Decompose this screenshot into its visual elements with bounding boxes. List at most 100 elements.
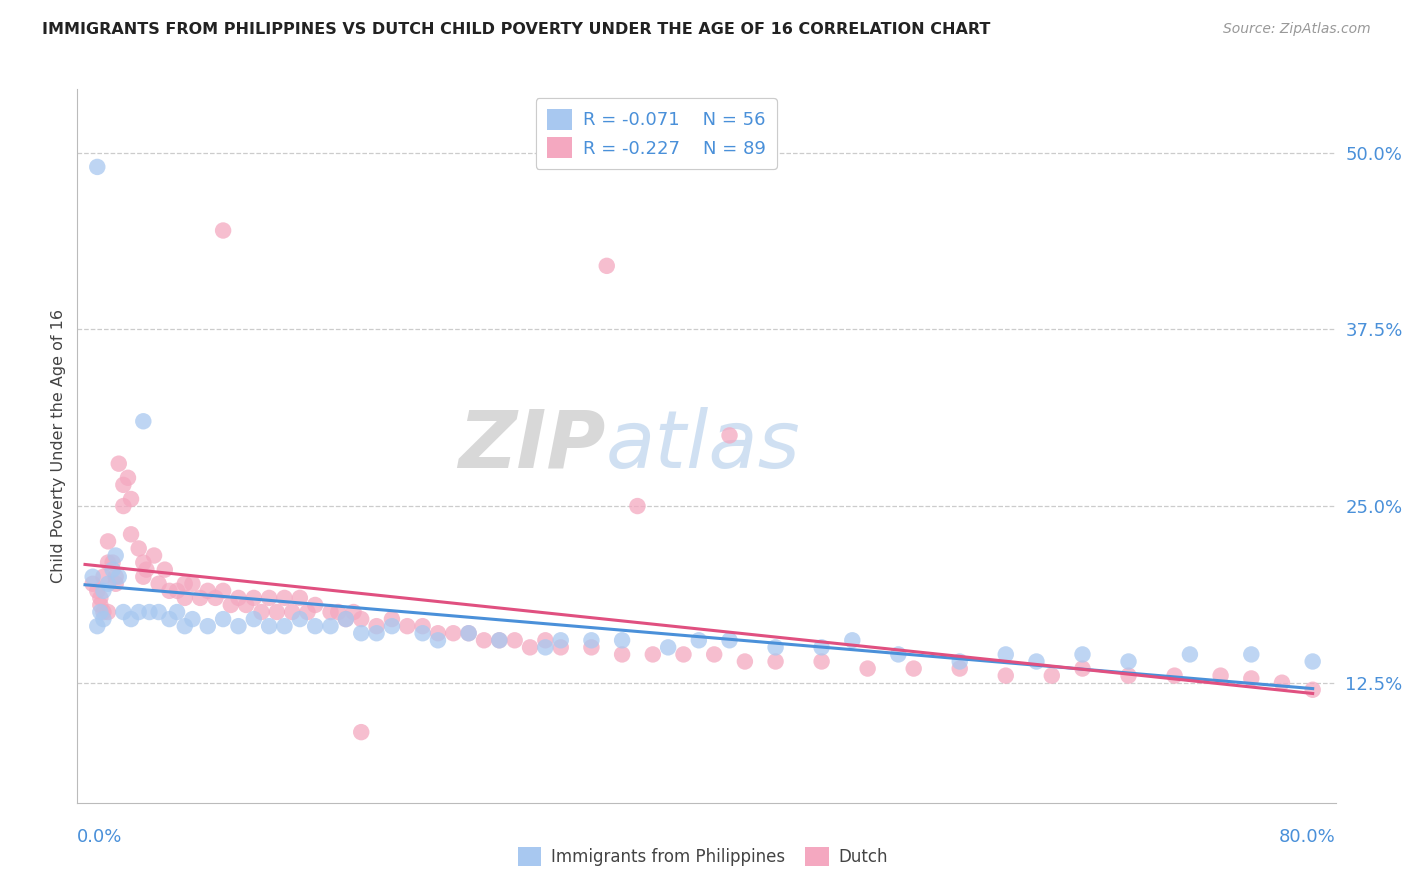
Point: [534, 640, 557, 655]
Point: [82, 570, 104, 584]
Point: [610, 648, 633, 662]
Point: [107, 457, 129, 471]
Text: IMMIGRANTS FROM PHILIPPINES VS DUTCH CHILD POVERTY UNDER THE AGE OF 16 CORRELATI: IMMIGRANTS FROM PHILIPPINES VS DUTCH CHI…: [42, 22, 991, 37]
Point: [93, 605, 115, 619]
Point: [120, 612, 142, 626]
Point: [304, 619, 326, 633]
Point: [219, 598, 242, 612]
Point: [1040, 668, 1063, 682]
Point: [181, 612, 204, 626]
Point: [212, 223, 235, 237]
Point: [89, 591, 111, 605]
Point: [243, 612, 266, 626]
Point: [148, 605, 170, 619]
Point: [426, 626, 449, 640]
Text: ZIP: ZIP: [458, 407, 606, 485]
Point: [104, 570, 127, 584]
Point: [672, 648, 695, 662]
Point: [104, 549, 127, 563]
Point: [89, 605, 111, 619]
Point: [457, 626, 479, 640]
Point: [135, 563, 157, 577]
Point: [841, 633, 863, 648]
Point: [1240, 648, 1263, 662]
Text: atlas: atlas: [606, 407, 800, 485]
Point: [335, 612, 357, 626]
Point: [1118, 668, 1140, 682]
Point: [350, 626, 373, 640]
Point: [472, 633, 495, 648]
Point: [288, 612, 311, 626]
Point: [550, 633, 572, 648]
Point: [488, 633, 510, 648]
Point: [93, 570, 115, 584]
Point: [97, 605, 120, 619]
Point: [138, 605, 160, 619]
Point: [641, 648, 664, 662]
Point: [1025, 655, 1047, 669]
Point: [128, 605, 150, 619]
Point: [257, 591, 280, 605]
Point: [82, 576, 104, 591]
Point: [488, 633, 510, 648]
Point: [350, 612, 373, 626]
Point: [734, 655, 756, 669]
Point: [297, 605, 319, 619]
Point: [273, 591, 295, 605]
Point: [86, 160, 108, 174]
Point: [188, 591, 211, 605]
Point: [810, 640, 832, 655]
Point: [143, 549, 166, 563]
Point: [181, 576, 204, 591]
Point: [288, 591, 311, 605]
Point: [319, 605, 342, 619]
Point: [949, 662, 972, 676]
Point: [626, 499, 648, 513]
Point: [93, 612, 115, 626]
Point: [86, 619, 108, 633]
Point: [97, 556, 120, 570]
Point: [1209, 668, 1232, 682]
Point: [120, 527, 142, 541]
Point: [457, 626, 479, 640]
Point: [949, 655, 972, 669]
Point: [132, 570, 155, 584]
Point: [426, 633, 449, 648]
Point: [765, 655, 787, 669]
Legend: Immigrants from Philippines, Dutch: Immigrants from Philippines, Dutch: [509, 838, 897, 875]
Point: [350, 725, 373, 739]
Point: [86, 583, 108, 598]
Point: [266, 605, 288, 619]
Point: [101, 563, 124, 577]
Point: [148, 576, 170, 591]
Point: [1163, 668, 1185, 682]
Point: [718, 428, 741, 442]
Point: [657, 640, 679, 655]
Point: [173, 619, 195, 633]
Point: [994, 668, 1017, 682]
Point: [718, 633, 741, 648]
Point: [688, 633, 710, 648]
Point: [101, 556, 124, 570]
Point: [273, 619, 295, 633]
Point: [104, 576, 127, 591]
Point: [703, 648, 725, 662]
Point: [596, 259, 619, 273]
Point: [765, 640, 787, 655]
Point: [503, 633, 526, 648]
Point: [396, 619, 419, 633]
Point: [441, 626, 464, 640]
Text: Source: ZipAtlas.com: Source: ZipAtlas.com: [1223, 22, 1371, 37]
Point: [228, 619, 250, 633]
Point: [366, 619, 388, 633]
Point: [204, 591, 226, 605]
Point: [132, 556, 155, 570]
Point: [412, 619, 434, 633]
Point: [173, 591, 195, 605]
Point: [157, 583, 180, 598]
Point: [166, 583, 188, 598]
Point: [112, 478, 135, 492]
Point: [810, 655, 832, 669]
Point: [1118, 655, 1140, 669]
Point: [153, 563, 176, 577]
